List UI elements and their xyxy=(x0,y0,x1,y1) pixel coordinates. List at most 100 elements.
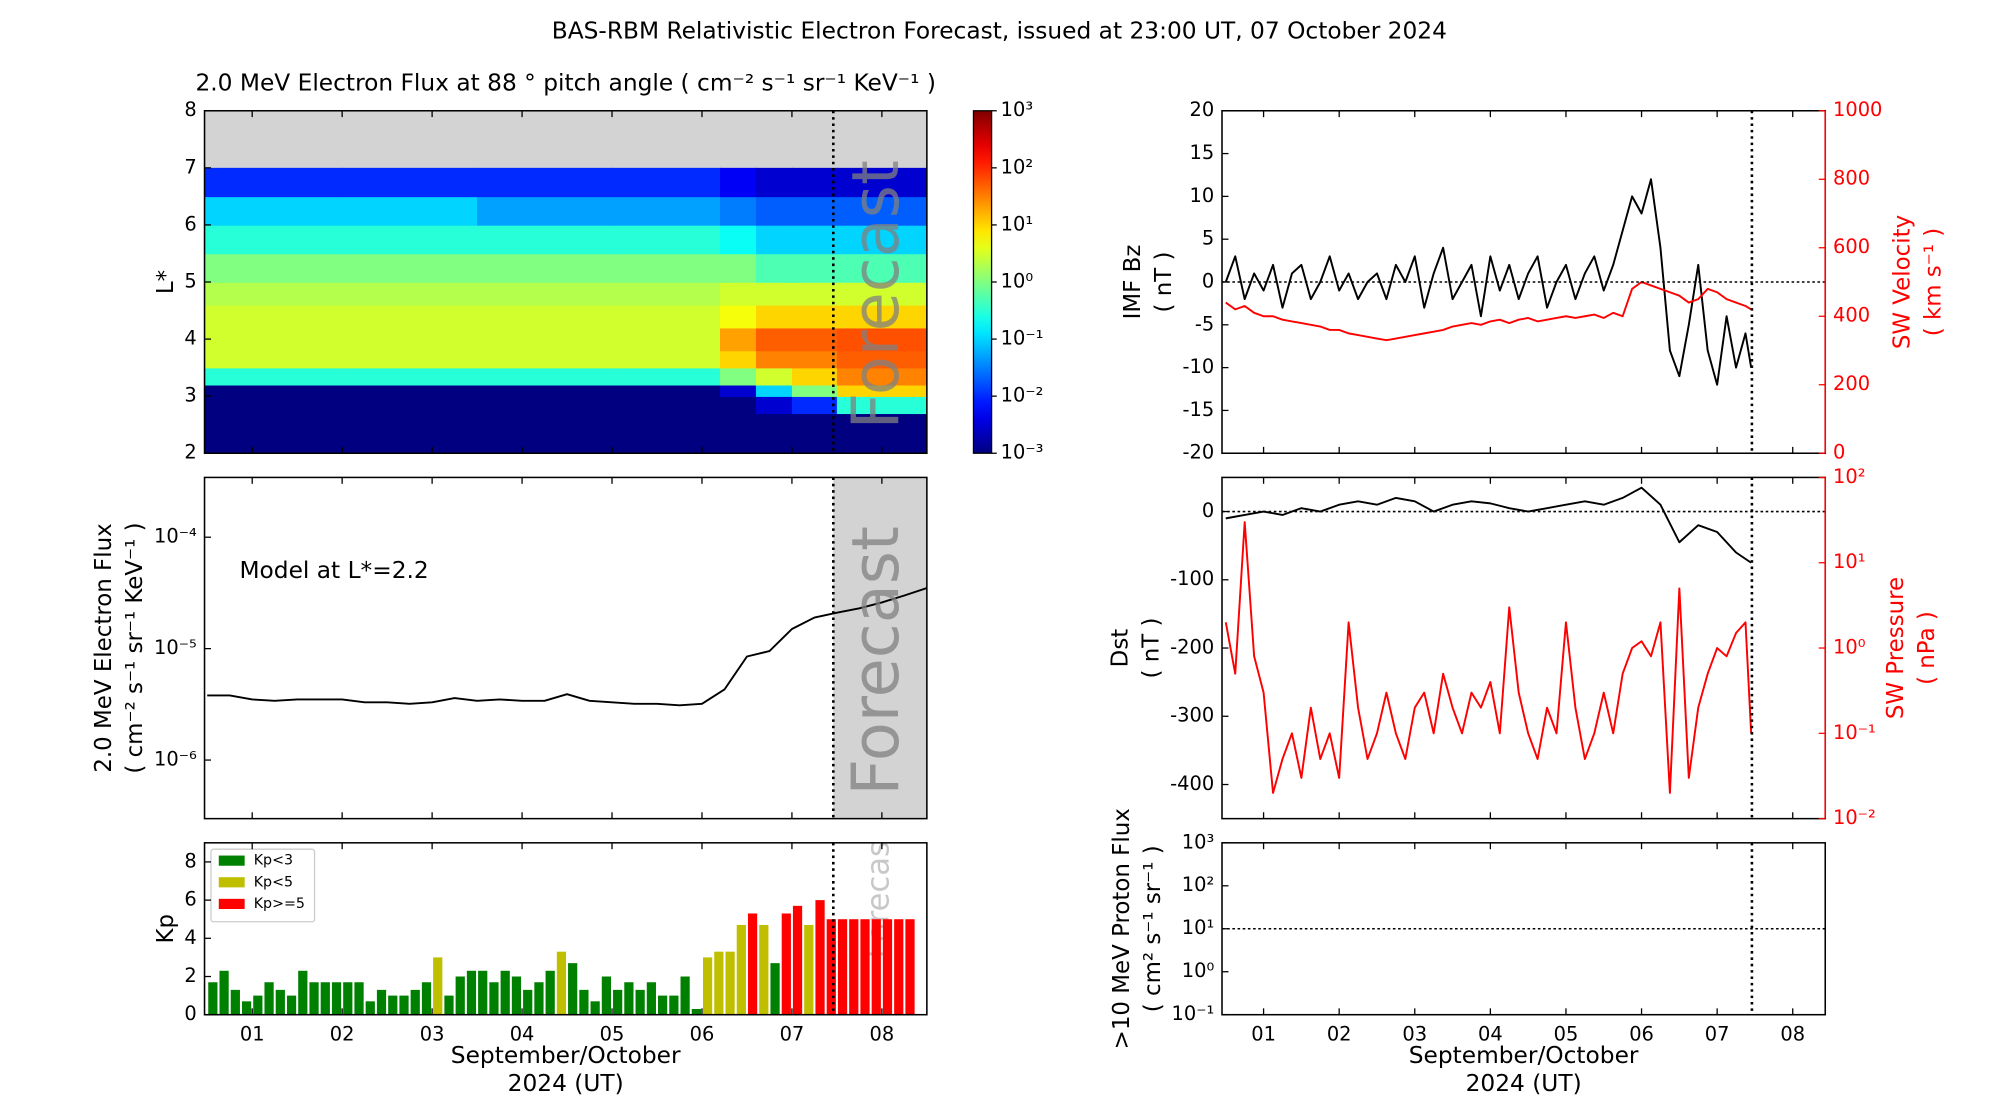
bar xyxy=(725,951,735,1015)
y2-tick-label: 10⁻² xyxy=(1833,806,1876,829)
heat-cell xyxy=(204,196,343,226)
bar xyxy=(466,970,477,1015)
y-tick-label: -5 xyxy=(1195,312,1214,335)
heat-cell xyxy=(204,350,343,369)
heat-cell xyxy=(791,224,838,255)
series-line xyxy=(1225,486,1752,564)
bar xyxy=(331,982,342,1015)
plot-area: Forecast xyxy=(207,477,927,819)
heat-cell xyxy=(755,224,793,255)
heat-cell xyxy=(719,327,757,352)
y-axis-label: Dst xyxy=(1107,629,1133,668)
heat-cell xyxy=(204,413,343,454)
bar xyxy=(219,970,229,1015)
heat-cell xyxy=(755,350,793,369)
x-tick-label: 05 xyxy=(1554,1023,1579,1046)
heat-cell xyxy=(719,304,757,329)
y-tick-label: 6 xyxy=(184,888,196,911)
heat-cell xyxy=(791,167,838,198)
heat-cell xyxy=(836,413,927,454)
bar xyxy=(320,982,330,1015)
heat-cell xyxy=(204,167,343,198)
y-tick-label: 0 xyxy=(1202,499,1214,522)
bar xyxy=(489,982,499,1015)
heat-cell xyxy=(204,384,343,397)
bar xyxy=(253,995,263,1015)
y2-tick-label: 200 xyxy=(1833,372,1870,395)
heat-cell xyxy=(342,396,478,415)
heat-cell xyxy=(477,350,613,369)
y-tick-label: 0 xyxy=(1202,270,1214,293)
bar xyxy=(410,989,420,1015)
series-line xyxy=(1225,281,1752,342)
x-tick-label: 02 xyxy=(330,1023,355,1046)
y-tick-label: -300 xyxy=(1170,704,1214,727)
heat-cell xyxy=(612,413,721,454)
bar xyxy=(759,924,769,1015)
bar xyxy=(905,919,915,1015)
heat-cell xyxy=(612,384,721,397)
y-tick-label: 2 xyxy=(184,964,196,987)
y-tick-label: 15 xyxy=(1190,141,1215,164)
heat-cell xyxy=(342,253,478,283)
heat-cell xyxy=(612,327,721,352)
bar xyxy=(286,995,297,1015)
heat-cell xyxy=(342,282,478,306)
heat-cell xyxy=(342,304,478,329)
y-tick-label: 10¹ xyxy=(1182,916,1214,939)
bar xyxy=(792,905,803,1015)
bar xyxy=(354,982,364,1015)
heat-cell xyxy=(719,196,757,226)
heat-cell xyxy=(755,167,793,198)
heat-cell xyxy=(204,396,343,415)
legend-swatch xyxy=(218,877,245,888)
heat-cell xyxy=(612,304,721,329)
heat-cell xyxy=(342,350,478,369)
y-tick-label: -200 xyxy=(1170,636,1214,659)
bar xyxy=(658,995,668,1015)
y-tick-label: 8 xyxy=(184,98,196,121)
heat-cell xyxy=(755,304,793,329)
y-tick-label: 10⁰ xyxy=(1182,959,1215,982)
heat-cell xyxy=(836,396,927,415)
heat-cell xyxy=(836,224,927,255)
bar xyxy=(702,957,713,1015)
bar xyxy=(309,982,319,1015)
bar xyxy=(849,919,859,1015)
heat-cell xyxy=(791,196,838,226)
x-axis-label: September/October xyxy=(451,1043,681,1069)
y2-axis-label: ( nPa ) xyxy=(1914,611,1940,685)
heat-cell xyxy=(342,384,478,397)
y-tick-label: 10⁻⁶ xyxy=(154,748,197,771)
x-tick-label: 01 xyxy=(240,1023,265,1046)
heat-cell xyxy=(719,367,757,386)
bar xyxy=(433,957,443,1015)
bar xyxy=(500,970,510,1015)
axes-frame xyxy=(203,476,928,820)
bar xyxy=(556,951,567,1015)
y-tick-label: 7 xyxy=(184,155,196,178)
y-tick-label: 8 xyxy=(184,850,196,873)
y-tick-label: 10³ xyxy=(1182,830,1214,853)
bar xyxy=(568,963,578,1015)
x-axis-label: 2024 (UT) xyxy=(508,1071,624,1097)
plot-area xyxy=(1222,110,1826,454)
x-tick-label: 07 xyxy=(780,1023,805,1046)
legend-label: Kp>=5 xyxy=(254,896,305,912)
heat-cell xyxy=(755,413,793,454)
y-tick-label: 10 xyxy=(1190,184,1215,207)
plot-area: Forecast xyxy=(204,110,927,454)
heat-cell xyxy=(755,327,793,352)
heat-cell xyxy=(755,196,793,226)
x-tick-label: 07 xyxy=(1705,1023,1730,1046)
heat-cell xyxy=(791,396,838,415)
bar xyxy=(860,919,870,1015)
annotation: Model at L*=2.2 xyxy=(239,558,428,584)
y-axis-label: ( nT ) xyxy=(1138,618,1164,679)
heat-cell xyxy=(477,384,613,397)
series-line xyxy=(1224,521,1753,794)
x-tick-label: 03 xyxy=(420,1023,445,1046)
heat-cell xyxy=(836,350,927,369)
heat-cell xyxy=(755,282,793,306)
y-tick-label: 4 xyxy=(184,926,196,949)
